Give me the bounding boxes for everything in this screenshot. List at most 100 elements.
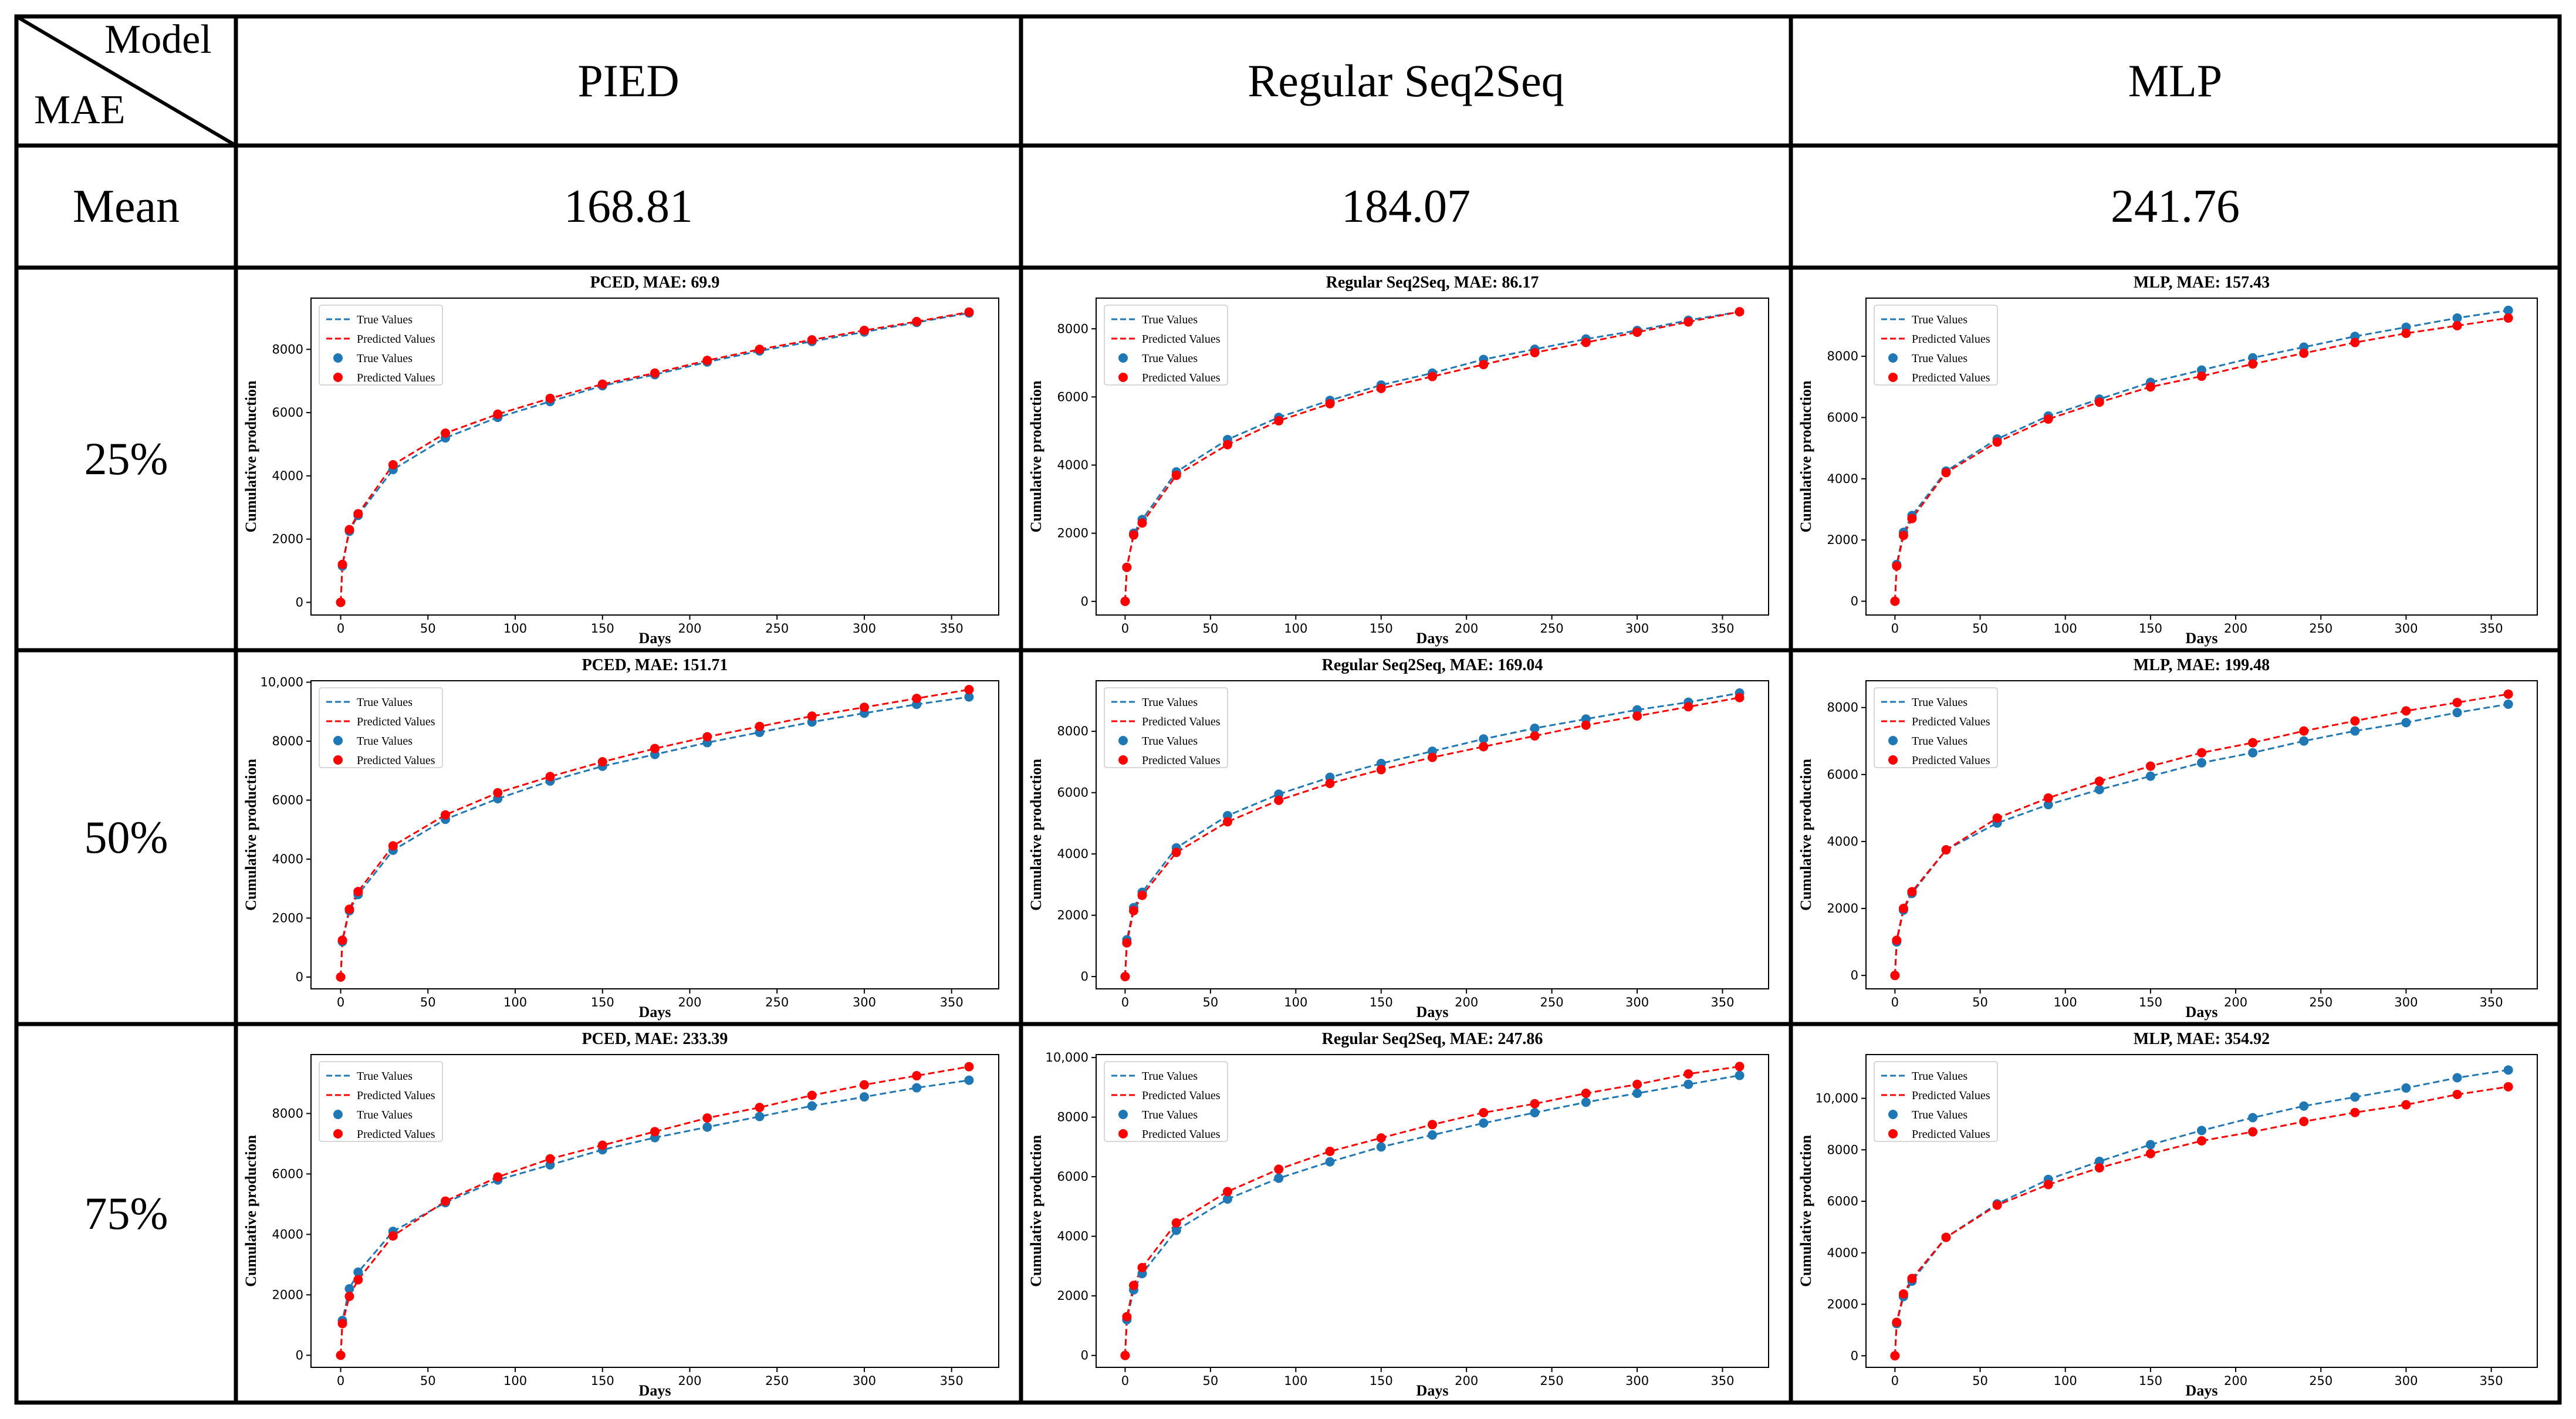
y-tick-label: 2000 [1057, 1289, 1088, 1303]
predicted-value-point [755, 1103, 765, 1113]
x-tick-label: 150 [1370, 621, 1393, 636]
legend-box [1874, 305, 1998, 386]
y-tick-label: 2000 [1827, 901, 1858, 915]
x-axis-label: Days [2186, 1004, 2218, 1021]
true-value-point [2145, 771, 2155, 781]
y-tick-label: 8000 [1827, 701, 1858, 715]
predicted-value-point [1122, 938, 1132, 948]
legend-predicted-marker [1118, 373, 1128, 382]
predicted-values-line [1894, 1086, 2509, 1356]
predicted-value-point [859, 1080, 869, 1090]
legend-label: True Values [357, 313, 413, 326]
true-value-point [2043, 800, 2053, 810]
x-tick-label: 350 [2480, 995, 2503, 1009]
x-tick-label: 50 [1972, 621, 1988, 636]
true-values-line [1124, 310, 1740, 602]
x-tick-label: 100 [2054, 1374, 2077, 1388]
predicted-value-point [1325, 779, 1335, 788]
x-tick-label: 50 [1972, 995, 1988, 1009]
x-tick-label: 350 [2480, 621, 2503, 636]
legend-label: True Values [357, 1109, 413, 1121]
x-tick-label: 100 [503, 1374, 527, 1388]
x-tick-label: 150 [1370, 995, 1393, 1009]
predicted-value-point [1735, 1062, 1745, 1072]
predicted-value-point [755, 344, 765, 354]
row-label-75: 75% [84, 1187, 168, 1239]
true-values-line [1124, 1075, 1740, 1356]
x-tick-label: 300 [1625, 621, 1649, 636]
predicted-value-point [1120, 596, 1130, 606]
legend-label: Predicted Values [1912, 1089, 1990, 1102]
predicted-value-point [1632, 1079, 1642, 1089]
x-tick-label: 50 [420, 621, 436, 636]
predicted-value-point [545, 772, 555, 782]
x-tick-label: 300 [853, 1374, 876, 1388]
x-tick-label: 350 [1710, 621, 1734, 636]
y-tick-label: 6000 [1057, 390, 1088, 404]
x-tick-label: 200 [2224, 995, 2247, 1009]
x-tick-label: 350 [940, 1374, 964, 1388]
chart-title: Regular Seq2Seq, MAE: 86.17 [1326, 273, 1539, 292]
predicted-value-point [1376, 383, 1386, 393]
true-value-point [2401, 1083, 2411, 1093]
predicted-value-point [1530, 347, 1540, 357]
legend-label: Predicted Values [357, 371, 435, 384]
true-values-line [1124, 692, 1740, 977]
predicted-value-point [1890, 596, 1900, 606]
predicted-value-point [1898, 531, 1908, 540]
predicted-value-point [1890, 1351, 1900, 1361]
y-axis-label: Cumulative production [242, 380, 259, 532]
x-tick-label: 0 [337, 621, 344, 636]
x-tick-label: 150 [591, 621, 614, 636]
predicted-value-point [353, 887, 363, 897]
true-value-point [2401, 718, 2411, 728]
y-tick-label: 0 [1851, 594, 1858, 609]
corner-model-label: Model [104, 17, 212, 62]
plot-frame [1865, 1054, 2538, 1368]
legend-label: True Values [1912, 313, 1968, 326]
legend-label: Predicted Values [357, 333, 435, 346]
predicted-value-point [1683, 1069, 1693, 1079]
predicted-value-point [2094, 1163, 2104, 1173]
true-value-point [2197, 758, 2206, 768]
y-tick-label: 0 [1851, 968, 1858, 982]
legend-label: Predicted Values [1912, 1128, 1990, 1141]
true-value-point [964, 1075, 974, 1085]
legend-box [1874, 1061, 1998, 1142]
true-value-point [1683, 1079, 1693, 1089]
x-axis-label: Days [639, 630, 671, 647]
predicted-value-point [2248, 1127, 2258, 1137]
predicted-value-point [1376, 765, 1386, 775]
true-value-point [1735, 1070, 1745, 1080]
x-tick-label: 50 [1203, 1374, 1219, 1388]
predicted-value-point [388, 1231, 398, 1241]
y-tick-label: 0 [296, 1348, 303, 1362]
legend-label: Predicted Values [1912, 371, 1990, 384]
y-tick-label: 4000 [1827, 1246, 1858, 1260]
predicted-value-point [2299, 1117, 2309, 1127]
true-values-line [340, 696, 969, 977]
legend-box [319, 305, 443, 386]
predicted-value-point [1892, 935, 1902, 945]
true-value-point [2503, 699, 2513, 709]
y-tick-label: 2000 [1057, 526, 1088, 540]
x-tick-label: 250 [765, 1374, 789, 1388]
predicted-value-point [2094, 397, 2104, 407]
predicted-value-point [859, 702, 869, 712]
plot-frame [1096, 1054, 1769, 1368]
y-tick-label: 8000 [1827, 1143, 1858, 1157]
true-value-point [755, 1111, 765, 1121]
true-value-point [1581, 1097, 1591, 1107]
true-value-point [1530, 1107, 1540, 1117]
predicted-value-point [807, 335, 817, 345]
predicted-value-point [344, 1291, 354, 1301]
true-value-point [2197, 1126, 2206, 1136]
predicted-value-point [337, 1319, 347, 1329]
predicted-value-point [2503, 313, 2513, 323]
predicted-value-point [2145, 761, 2155, 771]
legend-label: True Values [357, 735, 413, 748]
predicted-value-point [1137, 518, 1147, 528]
legend-label: True Values [357, 696, 413, 709]
true-value-point [859, 1092, 869, 1102]
x-tick-label: 200 [1455, 1374, 1478, 1388]
